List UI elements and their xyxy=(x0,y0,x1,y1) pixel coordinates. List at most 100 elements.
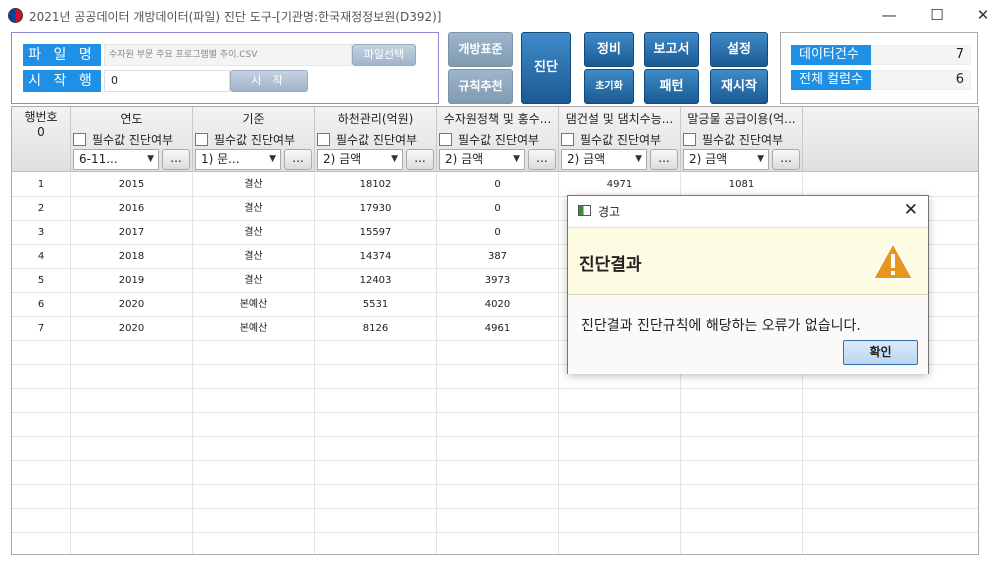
empty-row[interactable] xyxy=(12,365,978,389)
table-cell[interactable] xyxy=(559,365,681,389)
empty-row[interactable] xyxy=(12,485,978,509)
table-cell[interactable] xyxy=(71,437,193,461)
column-more-button[interactable]: ... xyxy=(650,149,678,170)
empty-row[interactable] xyxy=(12,389,978,413)
table-cell[interactable]: 본예산 xyxy=(193,317,315,341)
table-cell[interactable] xyxy=(437,533,559,554)
table-cell[interactable] xyxy=(71,389,193,413)
table-cell[interactable] xyxy=(437,485,559,509)
table-cell[interactable] xyxy=(315,413,437,437)
table-cell[interactable]: 2020 xyxy=(71,317,193,341)
table-cell[interactable]: 2016 xyxy=(71,197,193,221)
table-cell[interactable] xyxy=(193,413,315,437)
table-cell[interactable] xyxy=(193,437,315,461)
required-checkbox[interactable] xyxy=(317,132,330,146)
table-cell[interactable]: 본예산 xyxy=(193,293,315,317)
table-cell[interactable]: 결산 xyxy=(193,173,315,197)
table-cell[interactable]: 4961 xyxy=(437,317,559,341)
table-cell[interactable] xyxy=(193,461,315,485)
column-type-select[interactable]: 2) 금액 ▼ xyxy=(561,149,647,170)
empty-row[interactable] xyxy=(12,509,978,533)
table-cell[interactable] xyxy=(315,389,437,413)
table-cell[interactable] xyxy=(193,341,315,365)
table-cell[interactable] xyxy=(193,389,315,413)
table-cell[interactable]: 12403 xyxy=(315,269,437,293)
table-cell[interactable] xyxy=(681,533,803,554)
settings-button[interactable]: 설정 xyxy=(710,32,768,67)
table-cell[interactable] xyxy=(193,533,315,554)
required-checkbox[interactable] xyxy=(683,132,696,146)
start-row-input[interactable]: 0 xyxy=(104,70,230,92)
table-cell[interactable]: 2018 xyxy=(71,245,193,269)
empty-row[interactable] xyxy=(12,461,978,485)
column-more-button[interactable]: ... xyxy=(162,149,190,170)
open-standard-button[interactable]: 개방표준 xyxy=(448,32,513,67)
table-cell[interactable] xyxy=(681,509,803,533)
column-type-select[interactable]: 2) 금액 ▼ xyxy=(439,149,525,170)
column-type-select[interactable]: 2) 금액 ▼ xyxy=(683,149,769,170)
file-select-button[interactable]: 파일선택 xyxy=(352,44,416,66)
table-cell[interactable]: 0 xyxy=(437,221,559,245)
table-cell[interactable] xyxy=(681,485,803,509)
table-cell[interactable] xyxy=(315,533,437,554)
column-type-select[interactable]: 1) 문... ▼ xyxy=(195,149,281,170)
table-cell[interactable]: 3973 xyxy=(437,269,559,293)
file-name-field[interactable]: 수자원 부문 주요 프로그램별 추이.CSV xyxy=(104,44,352,66)
reset-button[interactable]: 초기화 xyxy=(584,69,634,104)
table-cell[interactable]: 8126 xyxy=(315,317,437,341)
table-cell[interactable]: 결산 xyxy=(193,221,315,245)
table-cell[interactable]: 2019 xyxy=(71,269,193,293)
table-cell[interactable]: 387 xyxy=(437,245,559,269)
maximize-button[interactable]: ☐ xyxy=(930,6,944,24)
table-cell[interactable]: 1081 xyxy=(681,173,803,197)
table-cell[interactable]: 2015 xyxy=(71,173,193,197)
table-cell[interactable]: 5531 xyxy=(315,293,437,317)
column-more-button[interactable]: ... xyxy=(772,149,800,170)
table-cell[interactable] xyxy=(681,413,803,437)
ok-button[interactable]: 확인 xyxy=(843,340,918,365)
table-cell[interactable] xyxy=(315,341,437,365)
table-cell[interactable] xyxy=(559,389,681,413)
table-cell[interactable] xyxy=(559,485,681,509)
table-cell[interactable]: 18102 xyxy=(315,173,437,197)
table-cell[interactable] xyxy=(437,509,559,533)
column-more-button[interactable]: ... xyxy=(284,149,312,170)
table-cell[interactable] xyxy=(71,461,193,485)
restart-button[interactable]: 재시작 xyxy=(710,69,768,104)
table-cell[interactable] xyxy=(193,485,315,509)
table-row[interactable]: 1 2015 결산 18102 0 4971 1081 xyxy=(12,173,978,197)
table-cell[interactable] xyxy=(559,461,681,485)
table-cell[interactable] xyxy=(315,437,437,461)
required-checkbox[interactable] xyxy=(439,132,452,146)
table-cell[interactable] xyxy=(315,509,437,533)
table-cell[interactable]: 4020 xyxy=(437,293,559,317)
cleanse-button[interactable]: 정비 xyxy=(584,32,634,67)
table-cell[interactable] xyxy=(71,341,193,365)
table-cell[interactable] xyxy=(71,509,193,533)
table-cell[interactable] xyxy=(681,365,803,389)
required-checkbox[interactable] xyxy=(561,132,574,146)
table-cell[interactable] xyxy=(71,533,193,554)
table-cell[interactable]: 4971 xyxy=(559,173,681,197)
table-cell[interactable] xyxy=(71,413,193,437)
empty-row[interactable] xyxy=(12,533,978,554)
table-cell[interactable] xyxy=(193,509,315,533)
table-cell[interactable]: 결산 xyxy=(193,197,315,221)
table-cell[interactable]: 결산 xyxy=(193,269,315,293)
pattern-button[interactable]: 패턴 xyxy=(644,69,699,104)
table-cell[interactable]: 2020 xyxy=(71,293,193,317)
start-button[interactable]: 시 작 xyxy=(230,70,308,92)
table-cell[interactable] xyxy=(437,437,559,461)
empty-row[interactable] xyxy=(12,437,978,461)
table-cell[interactable] xyxy=(315,365,437,389)
table-cell[interactable] xyxy=(681,389,803,413)
empty-row[interactable] xyxy=(12,413,978,437)
required-checkbox[interactable] xyxy=(73,132,86,146)
table-cell[interactable] xyxy=(681,461,803,485)
column-more-button[interactable]: ... xyxy=(406,149,434,170)
table-cell[interactable] xyxy=(559,437,681,461)
table-cell[interactable] xyxy=(193,365,315,389)
table-cell[interactable]: 17930 xyxy=(315,197,437,221)
table-cell[interactable]: 14374 xyxy=(315,245,437,269)
table-cell[interactable] xyxy=(437,341,559,365)
